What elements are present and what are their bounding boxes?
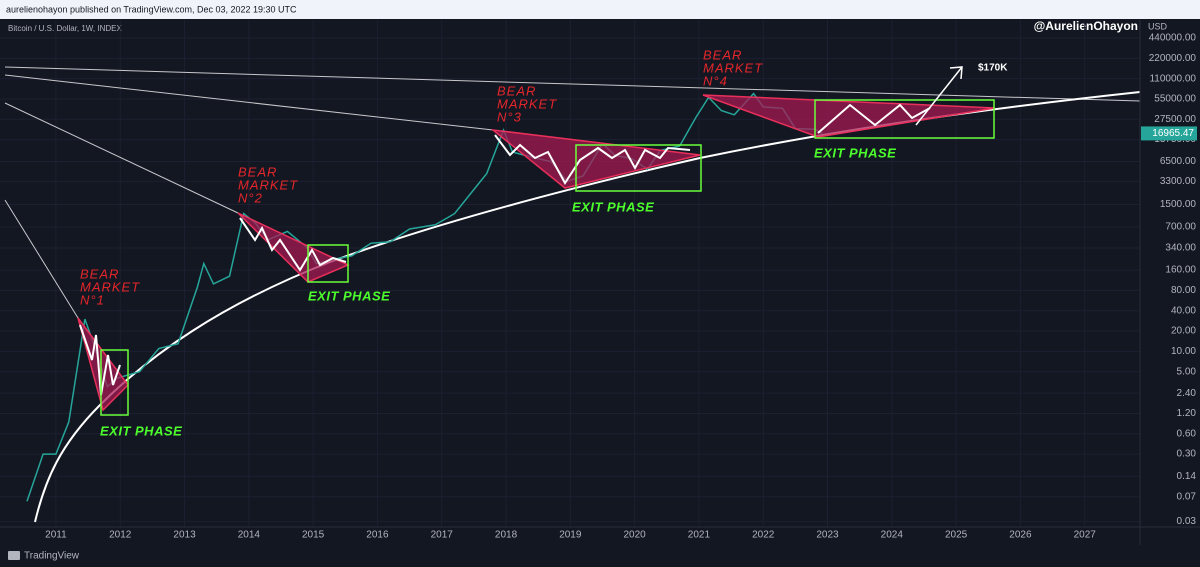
x-tick-label: 2012 xyxy=(109,530,132,541)
footer xyxy=(0,545,1200,567)
x-tick-label: 2021 xyxy=(688,530,711,541)
bear-label: N°1 xyxy=(80,292,105,307)
bear-label: BEAR xyxy=(80,266,119,281)
trendline xyxy=(4,102,239,214)
y-tick-label: 0.07 xyxy=(1177,491,1197,502)
currency: USD xyxy=(1148,21,1168,31)
x-tick-label: 2016 xyxy=(366,530,389,541)
annotations: BEARMARKETN°1BEARMARKETN°2BEARMARKETN°3B… xyxy=(80,47,896,438)
y-tick-label: 0.14 xyxy=(1177,471,1197,482)
y-tick-label: 3300.00 xyxy=(1160,176,1197,187)
y-tick-label: 340.00 xyxy=(1165,243,1196,254)
exit-label: EXIT PHASE xyxy=(100,423,182,438)
bear-triangle xyxy=(490,128,701,189)
y-tick-label: 1.20 xyxy=(1177,408,1197,419)
y-tick-label: 80.00 xyxy=(1171,285,1196,296)
x-tick-label: 2014 xyxy=(238,530,261,541)
target-arrow xyxy=(915,66,963,126)
x-tick-label: 2027 xyxy=(1074,530,1097,541)
axes: 440000.00 220000.00 110000.00 55000.00 27500… xyxy=(45,33,1197,541)
y-tick-label: 55000.00 xyxy=(1154,94,1196,105)
x-tick-label: 2013 xyxy=(173,530,196,541)
publish-bar xyxy=(0,0,1200,19)
y-tick-label: 440000.00 xyxy=(1149,33,1197,44)
author: @AurelienOhayon xyxy=(1034,19,1138,33)
bear-triangle xyxy=(702,94,996,138)
x-tick-label: 2011 xyxy=(45,530,67,541)
x-tick-label: 2018 xyxy=(495,530,518,541)
exit-label: EXIT PHASE xyxy=(308,288,390,303)
y-tick-label: 0.60 xyxy=(1177,428,1197,439)
symbol: Bitcoin / U.S. Dollar, 1W, INDEX xyxy=(8,24,122,33)
y-tick-label: 160.00 xyxy=(1165,265,1196,276)
bear-label: N°3 xyxy=(497,109,522,124)
y-tick-label: 110000.00 xyxy=(1149,73,1196,84)
y-tick-label: 5.00 xyxy=(1177,366,1197,377)
y-tick-label: 0.30 xyxy=(1177,449,1197,460)
brand-logo xyxy=(8,551,20,560)
y-tick-label: 10.00 xyxy=(1171,346,1196,357)
x-tick-label: 2017 xyxy=(431,530,454,541)
y-tick-label: 0.03 xyxy=(1177,516,1197,527)
target-label: $170K xyxy=(978,63,1008,74)
x-tick-label: 2026 xyxy=(1009,530,1032,541)
y-tick-label: 2.40 xyxy=(1177,388,1197,399)
y-tick-label: 220000.00 xyxy=(1149,53,1197,64)
last-price-box xyxy=(1141,126,1197,141)
x-tick-label: 2020 xyxy=(623,530,646,541)
zigzag xyxy=(494,134,691,185)
arrow-head xyxy=(949,66,963,80)
x-tick-label: 2019 xyxy=(559,530,582,541)
brand: TradingView xyxy=(24,551,80,562)
bear-label: BEAR xyxy=(238,164,277,179)
trendlines xyxy=(4,66,1141,319)
y-tick-label: 1500.00 xyxy=(1160,199,1197,210)
price-line xyxy=(26,92,823,502)
series xyxy=(26,92,823,502)
arrow-shaft xyxy=(915,66,963,126)
last-price-label: 16965.47 xyxy=(1152,128,1194,139)
exit-label: EXIT PHASE xyxy=(572,199,654,214)
zigzag xyxy=(239,217,347,272)
exit-box xyxy=(814,99,995,139)
exit-box xyxy=(307,244,349,283)
x-tick-label: 2024 xyxy=(881,530,904,541)
bear-label: MARKET xyxy=(497,96,557,111)
y-tick-label: 700.00 xyxy=(1165,221,1196,232)
y-tick-label: 27500.00 xyxy=(1154,114,1196,125)
x-tick-label: 2015 xyxy=(302,530,325,541)
bear-label: MARKET xyxy=(703,60,763,75)
zigzag xyxy=(817,103,931,134)
bear-triangle xyxy=(77,317,129,412)
y-tick-label: 20.00 xyxy=(1171,326,1196,337)
y-tick-label: 6500.00 xyxy=(1160,156,1197,167)
x-tick-label: 2022 xyxy=(752,530,775,541)
exit-box xyxy=(100,349,129,416)
trendline xyxy=(4,74,494,131)
bear-label: BEAR xyxy=(703,47,742,62)
bear-label: MARKET xyxy=(238,177,298,192)
exit-boxes xyxy=(100,99,995,416)
trendline xyxy=(4,199,79,319)
trendline xyxy=(4,66,1141,102)
bear-label: N°2 xyxy=(238,190,263,205)
exit-label: EXIT PHASE xyxy=(814,145,896,160)
y-tick-label: 40.00 xyxy=(1171,305,1196,316)
x-tick-label: 2023 xyxy=(816,530,839,541)
bear-label: MARKET xyxy=(80,279,140,294)
publisher: aurelienohayon published on TradingView.… xyxy=(6,4,297,14)
bear-label: N°4 xyxy=(703,73,728,88)
x-tick-label: 2025 xyxy=(945,530,968,541)
exit-box xyxy=(575,144,702,192)
bear-label: BEAR xyxy=(497,83,536,98)
